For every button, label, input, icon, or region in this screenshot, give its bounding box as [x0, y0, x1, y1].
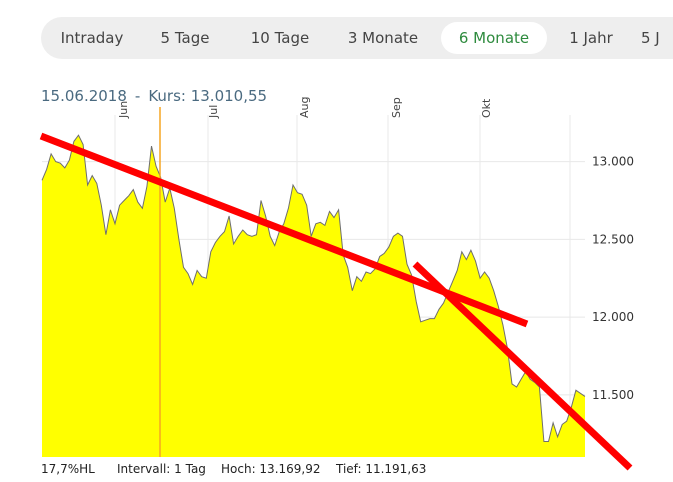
high-stat: Hoch: 13.169,92: [221, 462, 321, 476]
y-tick-label-1: 12.500: [592, 232, 634, 246]
tab-intraday[interactable]: Intraday: [60, 29, 124, 47]
y-axis-labels: 13.000 12.500 12.000 11.500: [592, 155, 634, 402]
tab-5-jahre[interactable]: 5 J: [641, 29, 660, 47]
tab-3-monate[interactable]: 3 Monate: [347, 29, 419, 47]
low-stat: Tief: 11.191,63: [336, 462, 427, 476]
price-line: [41, 134, 586, 442]
trendlines: [39, 132, 633, 471]
y-tick-label-0: 13.000: [592, 155, 634, 169]
range-stat: 17,7%HL: [41, 462, 95, 476]
quote-price: Kurs: 13.010,55: [148, 87, 268, 105]
tab-5-tage[interactable]: 5 Tage: [160, 29, 210, 47]
quote-separator: -: [134, 87, 141, 105]
tab-6-monate[interactable]: 6 Monate: [441, 22, 547, 54]
x-month-label-0: Jun: [117, 101, 130, 119]
interval-stat: Intervall: 1 Tag: [117, 462, 206, 476]
x-month-label-3: Sep: [390, 97, 403, 118]
tab-10-tage[interactable]: 10 Tage: [250, 29, 310, 47]
x-month-label-4: Okt: [480, 98, 493, 118]
tab-1-jahr[interactable]: 1 Jahr: [569, 29, 613, 47]
period-tab-bar: Intraday 5 Tage 10 Tage 3 Monate 6 Monat…: [41, 17, 673, 59]
price-area: [42, 135, 585, 457]
y-tick-label-2: 12.000: [592, 310, 634, 324]
x-month-label-1: Jul: [207, 105, 220, 119]
x-axis-labels: Jun Jul Aug Sep Okt: [117, 97, 493, 119]
y-tick-label-3: 11.500: [592, 388, 634, 402]
quote-date: 15.06.2018: [41, 87, 127, 105]
trendline-1: [412, 261, 633, 471]
x-month-label-2: Aug: [298, 97, 311, 118]
quote-info: 15.06.2018- Kurs: 13.010,55: [41, 87, 267, 105]
